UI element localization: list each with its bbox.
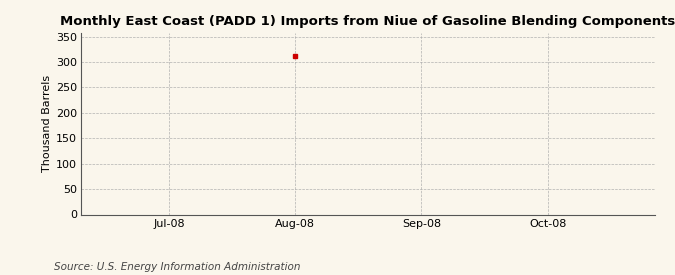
Title: Monthly East Coast (PADD 1) Imports from Niue of Gasoline Blending Components: Monthly East Coast (PADD 1) Imports from… (60, 15, 675, 28)
Y-axis label: Thousand Barrels: Thousand Barrels (42, 75, 51, 172)
Text: Source: U.S. Energy Information Administration: Source: U.S. Energy Information Administ… (54, 262, 300, 272)
